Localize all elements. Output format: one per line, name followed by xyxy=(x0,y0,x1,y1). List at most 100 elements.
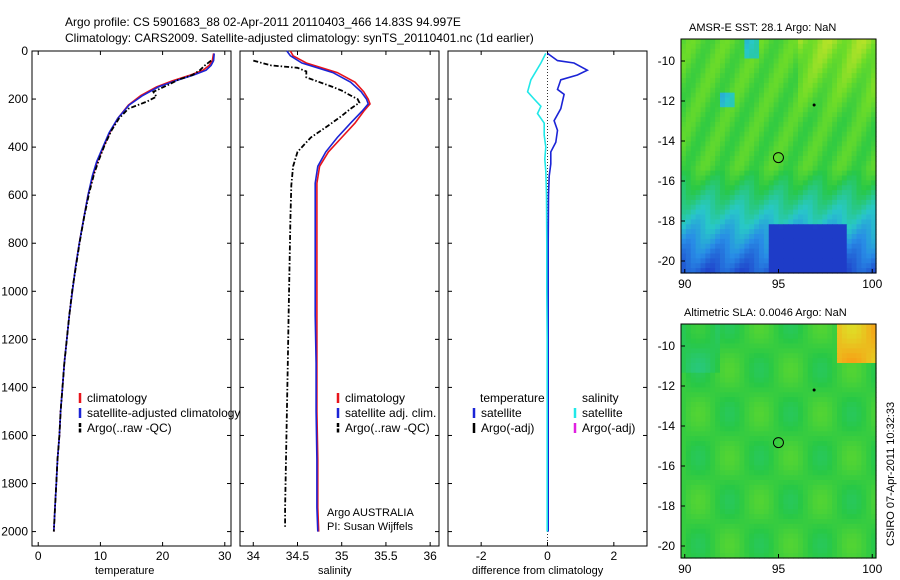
p-amsre-cell xyxy=(851,78,858,84)
p-amsre-cell xyxy=(832,151,838,157)
p-amsre-cell xyxy=(695,180,702,186)
p-amsre-cell xyxy=(773,68,780,74)
p-amsre-cell xyxy=(822,146,828,152)
p-amsre-cell xyxy=(837,58,843,64)
p-amsre-cell xyxy=(817,190,823,196)
p-sla-cell xyxy=(851,504,858,510)
p-sla-cell xyxy=(851,441,858,447)
p-amsre-cell xyxy=(841,121,848,128)
p-sla-cell xyxy=(822,406,828,413)
p-sla-cell xyxy=(807,402,814,408)
p-sla-cell xyxy=(754,450,760,457)
p-amsre-cell xyxy=(861,204,867,211)
p-sla-cell xyxy=(705,387,711,393)
p-sla-cell xyxy=(773,397,780,403)
p-sla-cell xyxy=(822,333,828,340)
p-amsre-cell xyxy=(739,53,745,60)
p-sla-cell xyxy=(695,450,702,457)
p-sla-cell xyxy=(788,533,794,540)
p-sla-cell xyxy=(807,377,814,384)
p-amsre-cell xyxy=(759,175,765,181)
p-sla-cell xyxy=(720,358,726,364)
p-sla-cell xyxy=(812,392,819,398)
p-sla-cell xyxy=(749,553,755,559)
p-sla-cell xyxy=(754,343,760,349)
p-sla-cell xyxy=(710,460,716,466)
p-amsre-cell xyxy=(720,87,726,94)
p-sla-cell xyxy=(802,465,809,471)
p-amsre-cell xyxy=(681,243,687,250)
p-amsre-cell xyxy=(749,53,755,60)
p-amsre-cell xyxy=(841,156,848,162)
p-sla-cell xyxy=(695,509,702,515)
p-sla-cell xyxy=(793,470,799,476)
p-amsre-cell xyxy=(837,82,843,89)
p-amsre-cell xyxy=(851,141,858,147)
p-amsre-cell xyxy=(807,136,814,142)
p-amsre-cell xyxy=(744,243,750,250)
p-sla-cell xyxy=(793,543,799,549)
p-amsre-cell xyxy=(749,165,755,172)
p-amsre-cell xyxy=(749,160,755,167)
p-sla-cell xyxy=(734,489,741,496)
p-amsre-cell xyxy=(763,190,770,196)
p-sla-cell xyxy=(798,382,804,388)
p-amsre-cell xyxy=(832,48,838,55)
p-amsre-cell xyxy=(710,170,716,177)
p-sla-cell xyxy=(871,353,877,359)
p-amsre-cell xyxy=(710,68,716,74)
p-sla-cell xyxy=(856,333,862,340)
p-amsre-cell xyxy=(724,268,731,274)
p-sla-cell xyxy=(788,358,794,364)
p-sla-cell xyxy=(788,382,794,388)
p-sla-cell xyxy=(729,460,736,466)
p-sla-cell xyxy=(827,445,833,452)
p-amsre-cell xyxy=(778,53,784,60)
p-amsre-cell xyxy=(763,68,770,74)
p-sla-cell xyxy=(856,392,862,398)
p-sla-cell xyxy=(695,441,702,447)
p-sla-cell xyxy=(817,484,823,491)
p-sla-cell xyxy=(749,406,755,413)
p-sla-cell xyxy=(729,480,736,486)
p-sla-cell xyxy=(700,338,706,345)
p-sla-cell xyxy=(754,528,760,535)
p-amsre-cell xyxy=(827,48,833,55)
p-amsre-cell xyxy=(817,82,823,89)
p-sla-cell xyxy=(832,499,838,505)
p-sla-cell xyxy=(768,402,775,408)
p-amsre-cell xyxy=(827,170,833,177)
p-sla-cell xyxy=(866,377,872,384)
p-sla-cell xyxy=(681,436,687,442)
p-sla-cell xyxy=(749,324,755,330)
p-amsre-cell xyxy=(710,243,716,250)
p-sla-cell xyxy=(832,353,838,359)
p-sla-cell xyxy=(866,338,872,345)
p-amsre-cell xyxy=(798,58,804,64)
p-sla-cell xyxy=(812,402,819,408)
p-sla-cell xyxy=(715,397,721,403)
p-sla-cell xyxy=(700,489,706,496)
p-amsre-cell xyxy=(754,82,760,89)
p-sla-cell xyxy=(778,445,784,452)
p-sla-cell xyxy=(724,484,731,491)
p-amsre-cell xyxy=(700,146,706,152)
p-sla-cell xyxy=(812,489,819,496)
p-amsre-cell xyxy=(710,238,716,245)
p-sla-cell xyxy=(681,504,687,510)
p-sla-cell xyxy=(827,548,833,554)
p-sla-cell xyxy=(705,333,711,340)
p-amsre-cell xyxy=(861,58,867,64)
p-amsre-cell xyxy=(783,229,789,235)
p-amsre-cell xyxy=(681,263,687,269)
p-amsre-cell xyxy=(837,97,843,103)
p-sla-cell xyxy=(778,343,784,349)
p-sla-cell xyxy=(851,402,858,408)
p-sla-cell xyxy=(827,441,833,447)
p-sla-cell xyxy=(851,470,858,476)
p-sla-cell xyxy=(710,421,716,427)
p-amsre-cell xyxy=(812,151,819,157)
p-amsre-cell xyxy=(720,112,726,118)
p-sla-cell xyxy=(802,445,809,452)
p-sla-cell xyxy=(754,465,760,471)
